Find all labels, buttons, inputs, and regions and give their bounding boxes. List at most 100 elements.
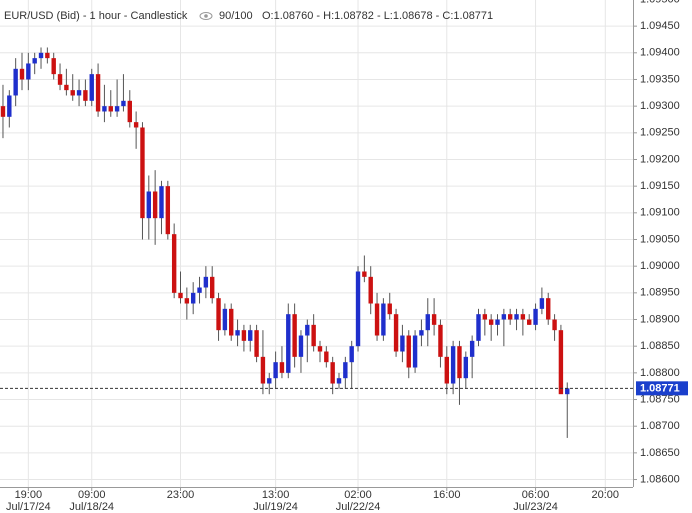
x-tick-label: 16:00: [433, 489, 461, 501]
candle-body: [450, 346, 456, 384]
candle-body: [311, 324, 316, 347]
x-date-label: Jul/18/24: [69, 501, 114, 513]
candle-body: [355, 271, 361, 347]
candle-body: [121, 100, 126, 107]
candle-body: [476, 314, 481, 341]
ohlc-label: O:1.08760 - H:1.08782 - L:1.08678 - C:1.…: [262, 10, 493, 22]
candle-body: [444, 356, 449, 384]
candle-body: [292, 314, 297, 357]
candle-body: [32, 58, 37, 64]
y-tick-label: 1.08850: [640, 340, 680, 352]
candle-body: [546, 298, 551, 320]
y-tick-label: 1.09150: [640, 180, 680, 192]
x-tick-label: 02:00: [344, 489, 372, 501]
candle-body: [393, 314, 399, 352]
candle-body: [431, 314, 437, 325]
candle-body: [267, 378, 272, 384]
x-date-label: Jul/23/24: [513, 501, 558, 513]
candle-body: [381, 303, 386, 336]
y-tick-label: 1.08600: [640, 473, 680, 485]
candle-body: [95, 74, 101, 112]
candle-body: [127, 100, 132, 123]
last-price-label: 1.08771: [640, 383, 680, 395]
candle-body: [286, 314, 291, 373]
candle-body: [114, 106, 120, 112]
candle-body: [190, 292, 196, 304]
candle-body: [171, 234, 177, 293]
candle-body: [533, 308, 538, 325]
y-tick-label: 1.09400: [640, 47, 680, 59]
candle-body: [64, 84, 69, 91]
candle-body: [70, 90, 75, 96]
y-tick-label: 1.08900: [640, 313, 680, 325]
y-tick-label: 1.09350: [640, 73, 680, 85]
last-price-box: [636, 381, 688, 396]
candle-body: [108, 106, 113, 112]
candle-body: [203, 276, 209, 288]
candle-body: [26, 63, 31, 80]
candle-body: [317, 346, 323, 352]
candle-body: [76, 90, 82, 96]
candle-body: [229, 308, 234, 336]
x-tick-label: 13:00: [262, 489, 290, 501]
candle-body: [406, 335, 411, 368]
candle-body: [165, 186, 171, 235]
candle-body: [83, 90, 88, 101]
x-date-label: Jul/22/24: [336, 501, 381, 513]
candle-body: [305, 324, 310, 336]
candle-body: [438, 324, 443, 357]
candle-body: [488, 319, 494, 325]
candle-body: [279, 362, 285, 373]
candle-body: [38, 52, 44, 59]
y-tick-label: 1.09050: [640, 233, 680, 245]
candle-body: [298, 335, 304, 357]
candle-body: [178, 292, 183, 299]
candle-body: [558, 330, 564, 395]
x-tick-label: 19:00: [15, 489, 43, 501]
candle-body: [400, 335, 405, 352]
candle-body: [140, 127, 145, 219]
y-tick-label: 1.09300: [640, 100, 680, 112]
candle-body: [159, 186, 164, 219]
y-tick-label: 1.09450: [640, 20, 680, 32]
candle-body: [273, 362, 278, 379]
candle-body: [248, 330, 253, 341]
y-tick-label: 1.08800: [640, 367, 680, 379]
candle-body: [0, 106, 6, 117]
y-tick-label: 1.09500: [640, 0, 680, 5]
x-date-label: Jul/17/24: [6, 501, 51, 513]
candle-body: [254, 330, 259, 357]
candle-body: [463, 356, 469, 379]
candle-body: [45, 52, 50, 59]
candle-body: [152, 191, 158, 219]
x-tick-label: 23:00: [167, 489, 195, 501]
candle-body: [210, 276, 215, 299]
candle-body: [197, 287, 202, 293]
y-tick-label: 1.09000: [640, 260, 680, 272]
y-tick-label: 1.09250: [640, 127, 680, 139]
x-tick-label: 06:00: [522, 489, 550, 501]
candle-body: [539, 298, 545, 309]
y-tick-label: 1.08650: [640, 447, 680, 459]
candles: [0, 47, 570, 438]
candle-body: [349, 346, 354, 363]
candle-body: [89, 74, 94, 101]
candle-body: [216, 298, 221, 331]
candle-body: [102, 106, 107, 112]
candle-body: [501, 314, 507, 320]
candle-body: [387, 303, 392, 315]
y-tick-label: 1.08700: [640, 420, 680, 432]
candle-body: [412, 335, 418, 368]
candle-body: [552, 319, 557, 331]
candle-body: [222, 308, 228, 331]
chart-title: EUR/USD (Bid) - 1 hour - Candlestick: [4, 10, 188, 22]
candle-body: [520, 314, 526, 320]
eye-icon[interactable]: [199, 12, 213, 20]
candle-body: [374, 303, 380, 336]
candle-body: [469, 340, 475, 357]
candle-body: [133, 122, 139, 128]
candle-body: [425, 314, 430, 331]
x-tick-label: 20:00: [592, 489, 620, 501]
zoom-label: 90/100: [219, 10, 253, 22]
